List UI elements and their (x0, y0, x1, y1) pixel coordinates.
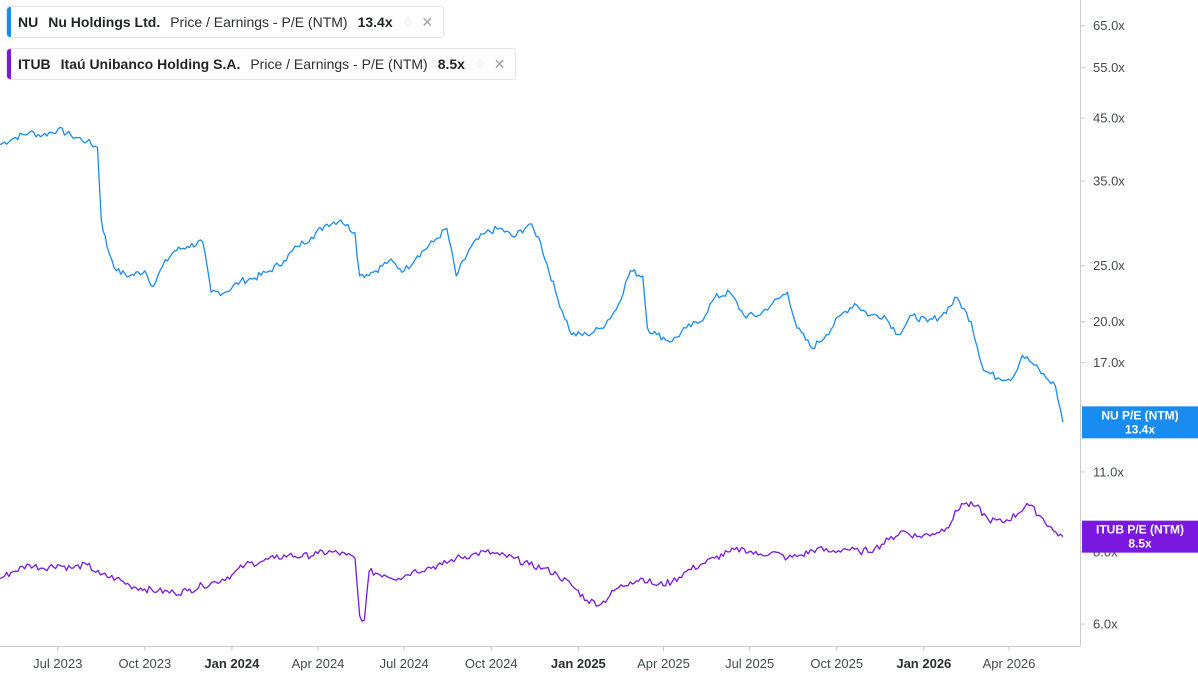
x-tick-label: Jan 2026 (896, 656, 951, 671)
legend-ticker-nu: NU (18, 14, 39, 30)
y-tick-label: 20.0x (1093, 314, 1125, 329)
y-tick-label: 6.0x (1093, 617, 1118, 632)
eraser-icon[interactable]: ♢ (402, 15, 414, 29)
legend-item-itub[interactable]: ITUB Itaú Unibanco Holding S.A. Price / … (6, 48, 517, 80)
y-tick-label: 55.0x (1093, 60, 1125, 75)
legend-ticker-itub: ITUB (18, 56, 51, 72)
legend-company-nu: Nu Holdings Ltd. (48, 14, 161, 30)
legend-value-itub: 8.5x (437, 56, 465, 72)
end-tag-value: 8.5x (1128, 537, 1152, 551)
legend-metric-nu: Price / Earnings - P/E (NTM) (170, 14, 348, 30)
end-tag-box (1082, 406, 1198, 439)
x-tick-label: Apr 2024 (292, 656, 345, 671)
y-tick-label: 35.0x (1093, 174, 1125, 189)
end-tag-0: NU P/E (NTM)13.4x (1082, 406, 1198, 439)
y-tick-label: 25.0x (1093, 258, 1125, 273)
x-tick-label: Jul 2024 (380, 656, 429, 671)
x-tick-label: Apr 2026 (983, 656, 1036, 671)
y-tick-label: 65.0x (1093, 18, 1125, 33)
x-tick-label: Oct 2024 (465, 656, 518, 671)
close-icon[interactable]: ✕ (493, 55, 506, 72)
x-axis: Jul 2023 Oct 2023 Jan 2024 Apr 2024 Jul 2024… (0, 646, 1080, 671)
x-tick-label: Jan 2024 (204, 656, 260, 671)
end-tag-name: NU P/E (NTM) (1101, 408, 1178, 422)
series-layer (0, 126, 1064, 622)
legend-item-nu[interactable]: NU Nu Holdings Ltd. Price / Earnings - P… (6, 6, 445, 38)
legend-value-nu: 13.4x (357, 14, 393, 30)
end-tag-1: ITUB P/E (NTM)8.5x (1082, 520, 1198, 553)
eraser-icon[interactable]: ♢ (474, 57, 486, 71)
x-tick-label: Apr 2025 (637, 656, 690, 671)
legend-company-itub: Itaú Unibanco Holding S.A. (60, 56, 241, 72)
legend-color-bar-nu (7, 7, 11, 37)
y-tick-label: 17.0x (1093, 355, 1125, 370)
series-line-1 (0, 501, 1064, 622)
legend-color-bar-itub (7, 49, 11, 79)
y-tick-label: 45.0x (1093, 111, 1125, 126)
end-tag-value: 13.4x (1125, 422, 1155, 436)
close-icon[interactable]: ✕ (421, 13, 434, 30)
y-axis: 6.0x8.0x11.0x17.0x20.0x25.0x35.0x45.0x55… (1080, 0, 1125, 646)
end-tags: NU P/E (NTM)13.4x ITUB P/E (NTM)8.5x (1082, 406, 1198, 553)
y-tick-label: 11.0x (1093, 464, 1124, 479)
end-tag-box (1082, 520, 1198, 553)
end-tag-name: ITUB P/E (NTM) (1096, 523, 1184, 537)
x-tick-label: Jul 2023 (33, 656, 82, 671)
x-tick-label: Jul 2025 (725, 656, 774, 671)
x-tick-label: Oct 2023 (118, 656, 171, 671)
x-tick-label: Jan 2025 (551, 656, 606, 671)
series-line-0 (0, 126, 1064, 423)
x-tick-label: Oct 2025 (810, 656, 863, 671)
legend-metric-itub: Price / Earnings - P/E (NTM) (250, 56, 428, 72)
